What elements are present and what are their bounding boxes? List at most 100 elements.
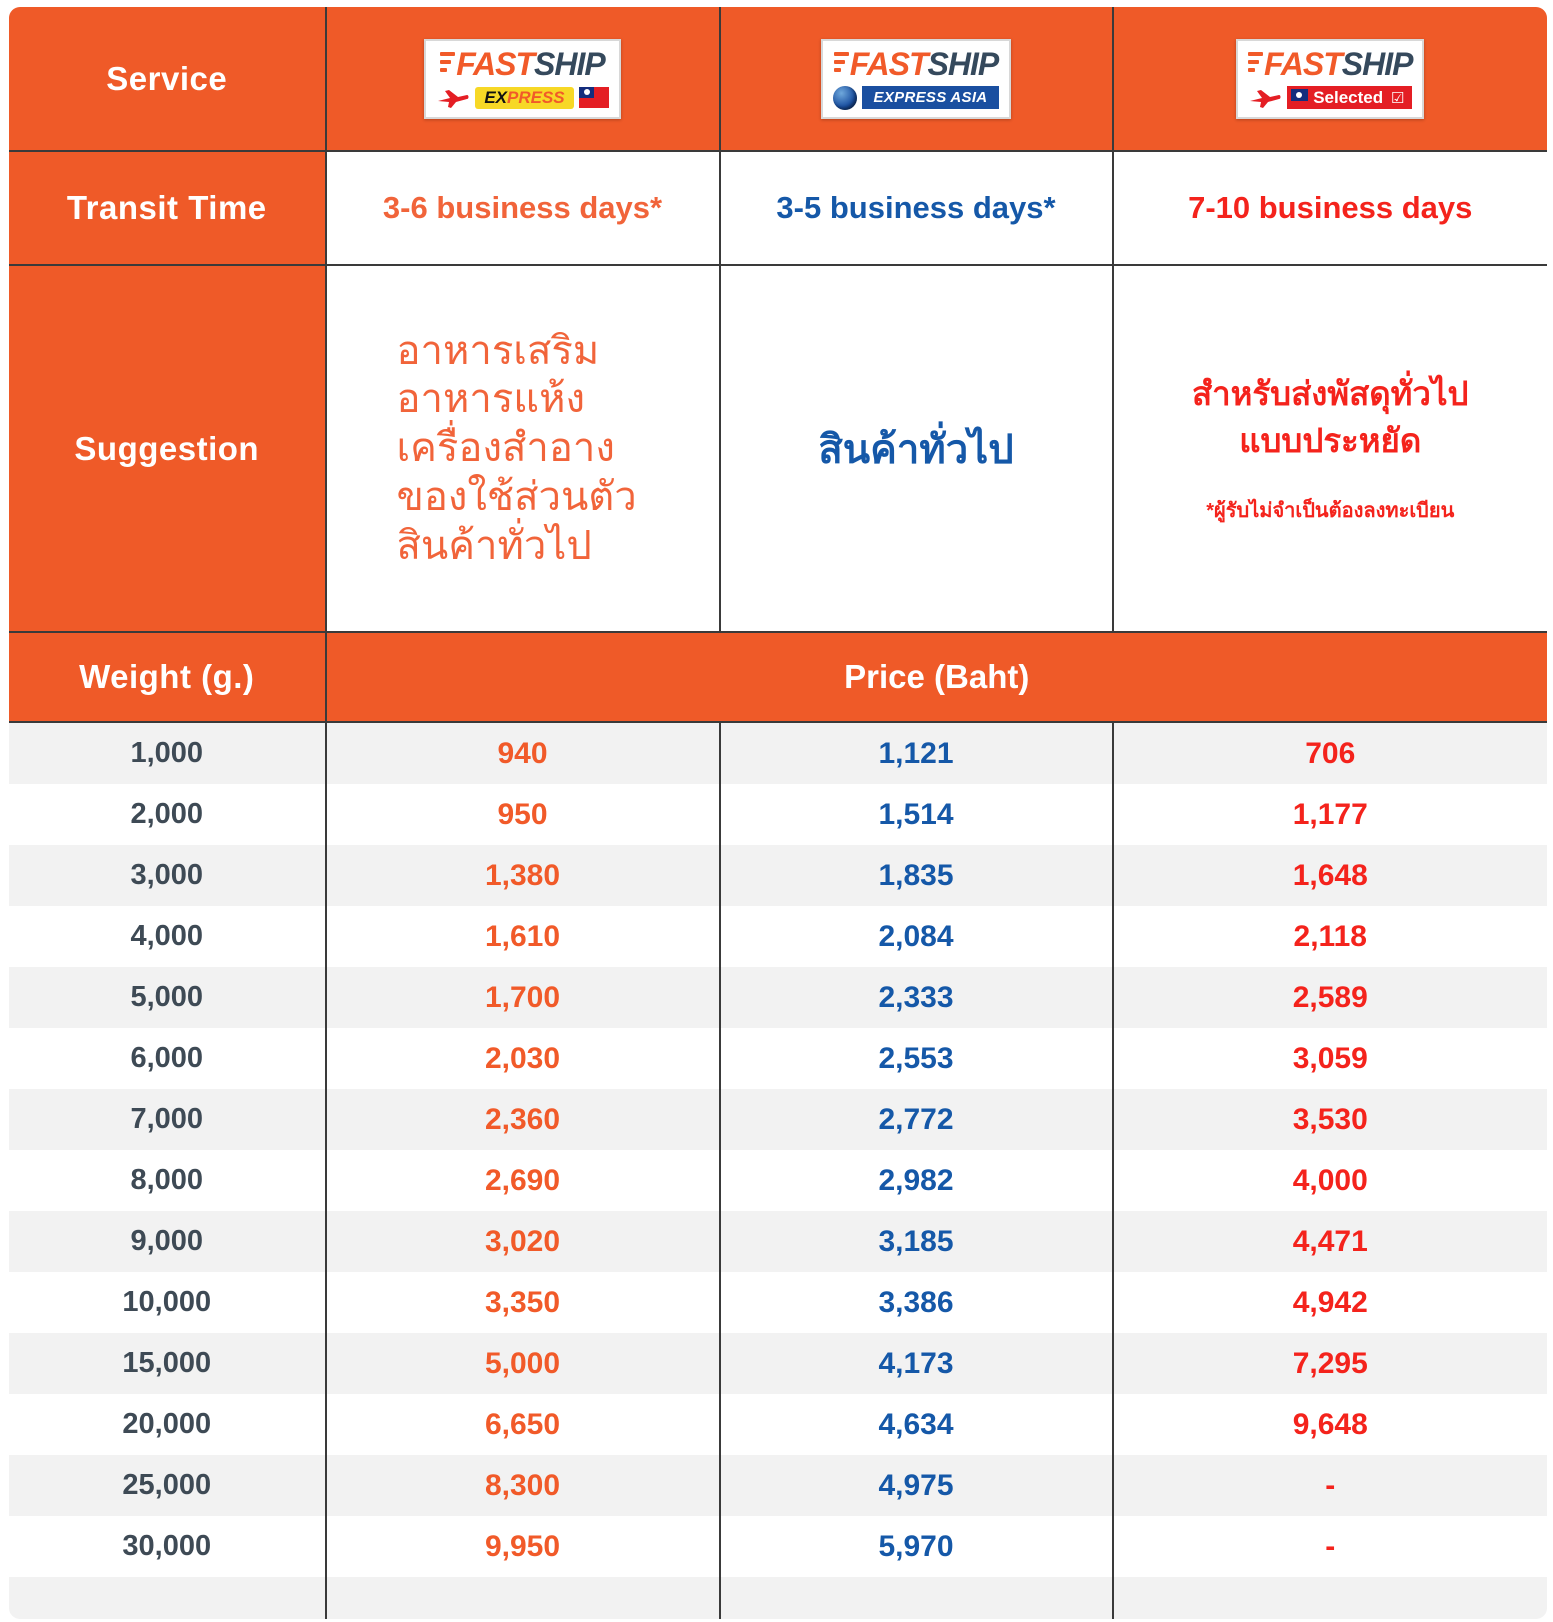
- logo-ship-text: SHIP: [534, 45, 606, 82]
- rate-selected: -: [1111, 1455, 1547, 1516]
- rate-express: 950: [324, 784, 721, 845]
- transit-time-selected: 7-10 business days: [1111, 150, 1547, 266]
- suggestion-line: อาหารเสริม: [396, 328, 600, 373]
- rate-express: 940: [324, 722, 721, 784]
- logo-subrow: Selected ☑: [1248, 85, 1413, 111]
- table-row: 4,000 1,610 2,084 2,118: [9, 906, 1547, 967]
- rate-selected: 1,648: [1111, 845, 1547, 906]
- rate-selected: 2,589: [1111, 967, 1547, 1028]
- table-row: 25,000 8,300 4,975-: [9, 1455, 1547, 1516]
- rate-weight: 4,000: [9, 906, 327, 967]
- suggestion-line: อาหารแห้ง: [396, 377, 585, 422]
- fastship-express-logo: FAST SHIP EXPRESS: [424, 38, 621, 119]
- rate-express-asia: 2,772: [718, 1089, 1114, 1150]
- rate-express: 5,000: [324, 1333, 721, 1394]
- taiwan-flag-icon: [578, 87, 609, 108]
- rate-express-asia: 3,185: [718, 1211, 1114, 1272]
- rate-weight: 20,000: [9, 1394, 327, 1455]
- globe-icon: [832, 85, 857, 110]
- table-row: 3,000 1,380 1,835 1,648: [9, 845, 1547, 906]
- rate-express-asia: 1,514: [718, 784, 1114, 845]
- express-badge: EXPRESS: [475, 86, 574, 109]
- logo-fast-text: FAST: [456, 45, 535, 82]
- airplane-icon: [1248, 87, 1282, 109]
- rate-selected: 4,000: [1111, 1150, 1547, 1211]
- transit-time-label: Transit Time: [9, 150, 327, 266]
- transit-time-row: Transit Time 3-6 business days* 3-5 busi…: [9, 150, 1547, 266]
- table-row: 10,000 3,350 3,386 4,942: [9, 1272, 1547, 1333]
- fastship-express-asia-logo: FAST SHIP EXPRESS ASIA: [820, 38, 1012, 119]
- logo-ship-text: SHIP: [927, 45, 1000, 82]
- express-asia-badge: EXPRESS ASIA: [861, 86, 1000, 109]
- rate-express: 3,020: [324, 1211, 721, 1272]
- table-row: 7,000 2,360 2,772 3,530: [9, 1089, 1547, 1150]
- suggestion-express-asia: สินค้าทั่วไป: [718, 264, 1114, 633]
- rate-express: 9,950: [324, 1516, 721, 1577]
- rate-express: 1,610: [324, 906, 721, 967]
- selected-badge-text: Selected: [1313, 88, 1384, 107]
- rate-express: 2,690: [324, 1150, 721, 1211]
- table-row: 5,000 1,700 2,333 2,589: [9, 967, 1547, 1028]
- rate-express: 3,350: [324, 1272, 721, 1333]
- table-row: 8,000 2,690 2,982 4,000: [9, 1150, 1547, 1211]
- suggestion-line: ของใช้ส่วนตัว: [396, 474, 637, 519]
- transit-time-express-asia: 3-5 business days*: [718, 150, 1114, 266]
- empty-cell: [324, 1577, 721, 1619]
- logo-wordmark: FAST SHIP: [436, 48, 608, 80]
- table-row: 9,000 3,020 3,185 4,471: [9, 1211, 1547, 1272]
- rate-express-asia: 2,333: [718, 967, 1114, 1028]
- suggestion-label: Suggestion: [9, 264, 327, 633]
- speed-bars-icon: [833, 51, 849, 78]
- suggestion-note: *ผู้รับไม่จำเป็นต้องลงทะเบียน: [1206, 499, 1455, 522]
- rate-weight: 25,000: [9, 1455, 327, 1516]
- logo-cell-express-asia: FAST SHIP EXPRESS ASIA: [718, 7, 1114, 152]
- rate-selected: 3,530: [1111, 1089, 1547, 1150]
- empty-cell: [1111, 1577, 1547, 1619]
- logo-fast-text: FAST: [849, 45, 929, 82]
- rate-weight: 5,000: [9, 967, 327, 1028]
- suggestion-line: แบบประหยัด: [1239, 421, 1422, 459]
- rate-weight: 10,000: [9, 1272, 327, 1333]
- rate-express-asia: 4,975: [718, 1455, 1114, 1516]
- rate-express-asia: 4,173: [718, 1333, 1114, 1394]
- rate-express: 6,650: [324, 1394, 721, 1455]
- rate-selected: -: [1111, 1516, 1547, 1577]
- rate-express-asia: 1,121: [718, 722, 1114, 784]
- table-row: 15,000 5,000 4,173 7,295: [9, 1333, 1547, 1394]
- speed-bars-icon: [1248, 51, 1264, 78]
- rate-express: 8,300: [324, 1455, 721, 1516]
- rate-weight: 7,000: [9, 1089, 327, 1150]
- rate-selected: 4,471: [1111, 1211, 1547, 1272]
- logo-fast-text: FAST: [1264, 45, 1343, 82]
- weight-label: Weight (g.): [9, 631, 327, 723]
- rate-selected: 1,177: [1111, 784, 1547, 845]
- suggestion-line: สำหรับส่งพัสดุทั่วไป: [1191, 375, 1469, 413]
- suggestion-list: สำหรับส่งพัสดุทั่วไป แบบประหยัด: [1120, 371, 1542, 463]
- logo-wordmark: FAST SHIP: [833, 48, 1000, 80]
- airplane-icon: [436, 87, 470, 109]
- rate-express-asia: 5,970: [718, 1516, 1114, 1577]
- table-row: 20,000 6,650 4,634 9,648: [9, 1394, 1547, 1455]
- rate-selected: 706: [1111, 722, 1547, 784]
- rate-weight: 15,000: [9, 1333, 327, 1394]
- rate-weight: 8,000: [9, 1150, 327, 1211]
- logo-cell-express: FAST SHIP EXPRESS: [324, 7, 721, 152]
- rate-weight: 2,000: [9, 784, 327, 845]
- service-header-row: Service FAST SHIP EXPRESS: [9, 7, 1547, 152]
- rate-weight: 6,000: [9, 1028, 327, 1089]
- taiwan-flag-icon: [1291, 89, 1309, 101]
- shipping-rate-table: Service FAST SHIP EXPRESS: [6, 4, 1550, 1622]
- table-footer-row: [9, 1577, 1547, 1619]
- rate-selected: 4,942: [1111, 1272, 1547, 1333]
- fastship-selected-logo: FAST SHIP Selected ☑: [1236, 38, 1425, 119]
- rate-express-asia: 3,386: [718, 1272, 1114, 1333]
- suggestion-list: อาหารเสริม อาหารแห้ง เครื่องสำอาง ของใช้…: [333, 327, 713, 571]
- logo-subrow: EXPRESS: [436, 85, 609, 111]
- selected-badge: Selected ☑: [1287, 86, 1413, 109]
- rate-selected: 2,118: [1111, 906, 1547, 967]
- empty-cell: [9, 1577, 327, 1619]
- rate-express: 1,700: [324, 967, 721, 1028]
- suggestion-row: Suggestion อาหารเสริม อาหารแห้ง เครื่องส…: [9, 264, 1547, 633]
- rate-express: 1,380: [324, 845, 721, 906]
